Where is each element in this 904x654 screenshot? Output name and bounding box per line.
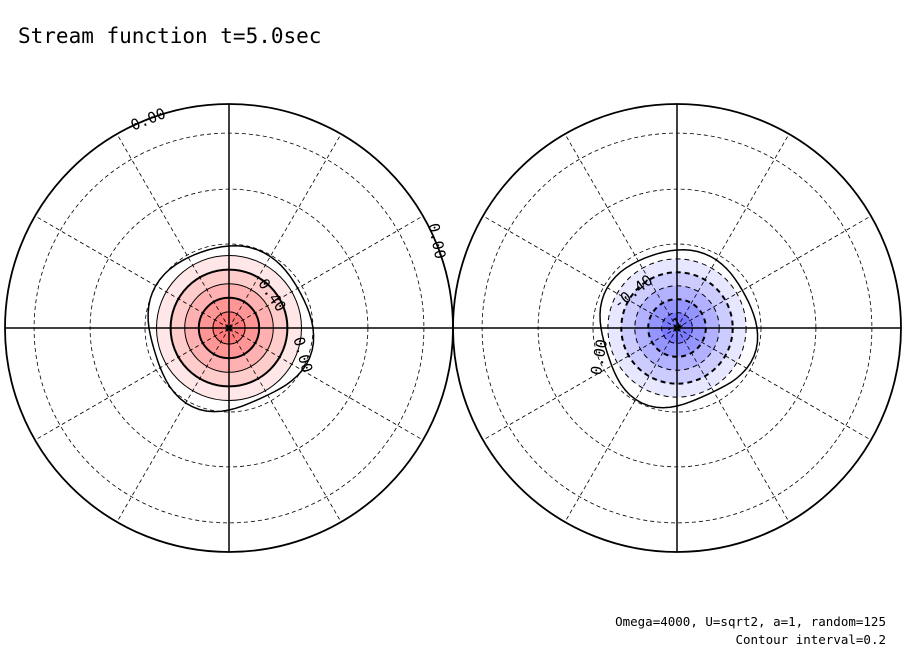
grid-meridian-6	[117, 135, 230, 329]
contour-label-1: 0.00	[128, 104, 168, 134]
grid-meridian-8	[676, 216, 870, 329]
grid-meridian-7	[676, 135, 789, 329]
grid-meridian-3	[565, 327, 678, 521]
grid-meridian-5	[36, 216, 230, 329]
grid-meridian-8	[228, 216, 422, 329]
center-marker-stroke	[673, 324, 681, 332]
grid-meridian-2	[676, 327, 789, 521]
grid-meridian-6	[565, 135, 678, 329]
polar-boundary	[452, 103, 902, 553]
footer-parameters: Omega=4000, U=sqrt2, a=1, random=125	[615, 614, 886, 629]
grid-meridian-2	[228, 327, 341, 521]
contour-label-2: 0.00	[587, 338, 611, 377]
center-marker-stroke	[225, 324, 233, 332]
polar-panel-1: 0.000.000.400.00	[4, 103, 454, 553]
grid-meridian-7	[228, 135, 341, 329]
chart-title: Stream function t=5.0sec	[18, 24, 322, 48]
footer-contour-interval: Contour interval=0.2	[735, 632, 886, 647]
grid-meridian-1	[676, 327, 870, 440]
grid-meridian-4	[36, 327, 230, 440]
contour-label-2: 0.00	[424, 221, 449, 260]
grid-meridian-5	[484, 216, 678, 329]
grid-meridian-3	[117, 327, 230, 521]
grid-meridian-1	[228, 327, 422, 440]
polar-panel-2: -0.400.00-1	[452, 103, 902, 553]
grid-meridian-4	[484, 327, 678, 440]
